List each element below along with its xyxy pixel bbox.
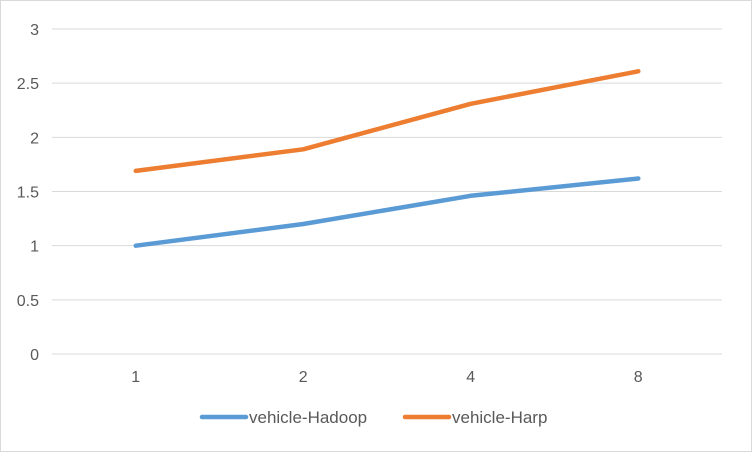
y-tick-label: 2.5: [17, 76, 39, 93]
y-tick-label: 1.5: [17, 185, 39, 202]
legend-label: vehicle-Harp: [452, 408, 547, 427]
x-tick-label: 2: [299, 369, 308, 386]
y-tick-label: 0: [30, 347, 39, 364]
x-axis-tick-labels: 1 2 4 8: [131, 369, 643, 386]
series-line-1: [133, 69, 641, 174]
y-tick-label: 1: [30, 239, 39, 256]
x-tick-label: 4: [466, 369, 475, 386]
y-tick-label: 0.5: [17, 293, 39, 310]
series-lines: [133, 69, 641, 248]
x-tick-label: 8: [634, 369, 643, 386]
gridlines: [52, 28, 722, 355]
legend-label: vehicle-Hadoop: [249, 408, 367, 427]
x-tick-label: 1: [131, 369, 140, 386]
y-axis-tick-labels: 0 0.5 1 1.5 2 2.5 3: [17, 22, 39, 364]
y-tick-label: 3: [30, 22, 39, 39]
y-tick-label: 2: [30, 130, 39, 147]
series-line-0: [133, 176, 641, 248]
legend: vehicle-Hadoop vehicle-Harp: [199, 408, 547, 427]
